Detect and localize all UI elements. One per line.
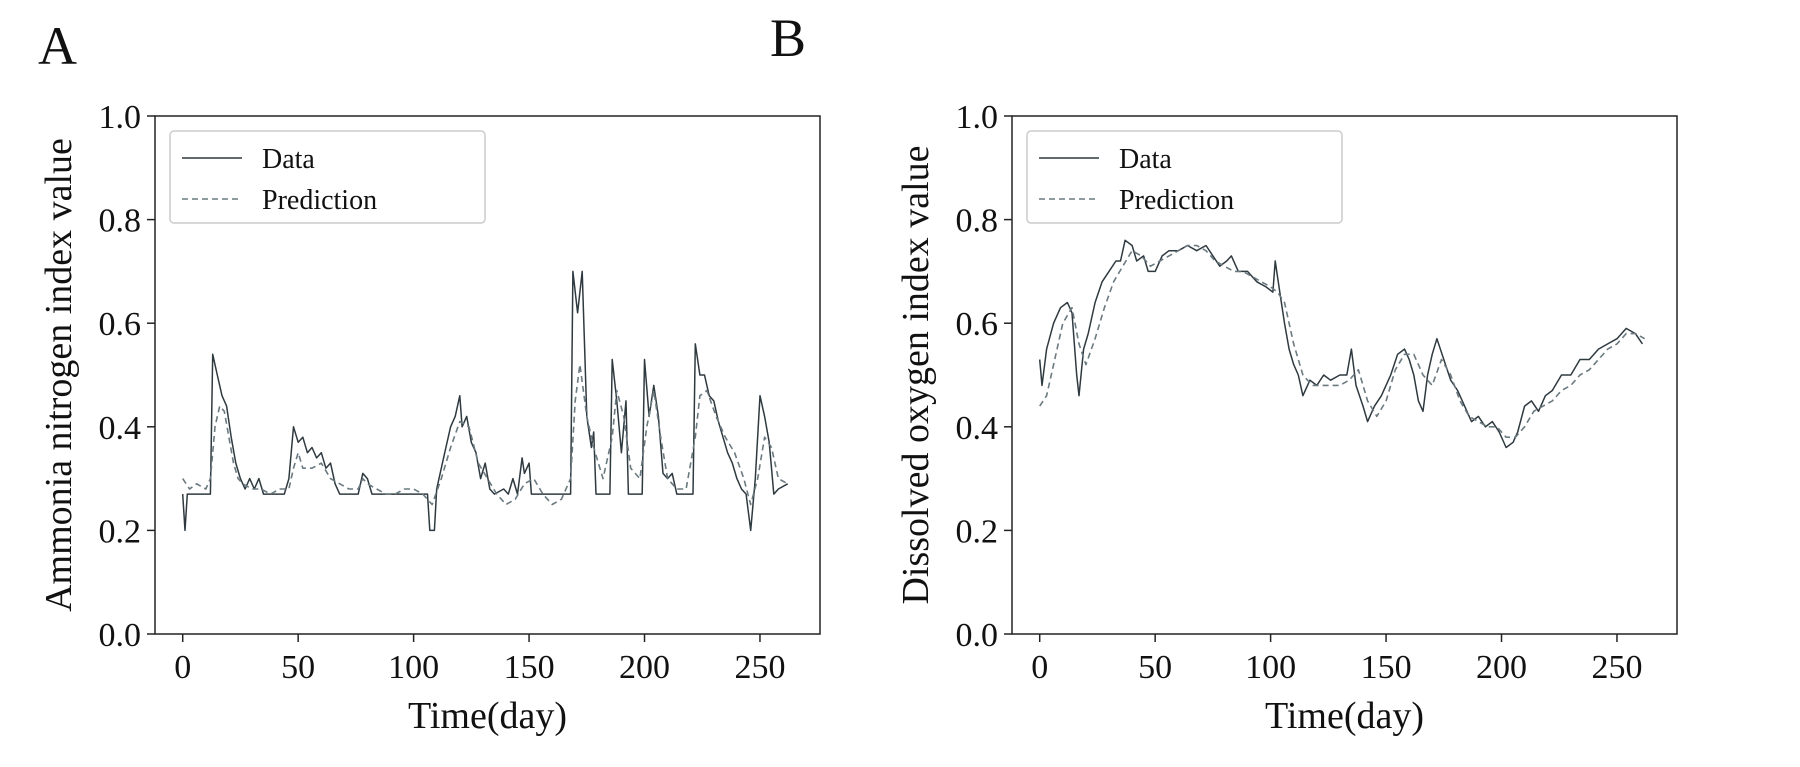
y-tick-label: 0.0	[956, 617, 999, 654]
y-tick-label: 0.6	[956, 306, 999, 343]
plot-lines-a	[181, 270, 789, 532]
panel-letter-a: A	[38, 16, 77, 76]
panel-letter-b: B	[770, 8, 806, 68]
legend-b: Data Prediction	[1026, 130, 1343, 224]
x-tick-label: 50	[281, 649, 315, 686]
panel-b: B 0 50 100 150 200 250 0.0 0.2 0.4 0.6 0.8 1.0 Data…	[770, 8, 1678, 737]
y-tick-label: 0.0	[99, 617, 142, 654]
legend-label-prediction-b: Prediction	[1119, 185, 1234, 216]
legend-box-a	[169, 130, 486, 224]
x-tick-label: 200	[1476, 649, 1527, 686]
series-line-prediction-b	[1039, 244, 1646, 438]
panel-a: A 0 50 100 150 200 250 0.0 0.2 0.4 0.6 0.8 1.0 Data…	[38, 16, 821, 737]
x-tick-label: 200	[619, 649, 670, 686]
series-line-data-b	[1038, 239, 1644, 449]
x-axis-label-b: Time(day)	[1265, 695, 1424, 737]
x-tick-label: 250	[1591, 649, 1642, 686]
x-tick-label: 250	[734, 649, 785, 686]
y-tick-label: 0.4	[956, 410, 999, 447]
x-tick-label: 0	[1031, 649, 1048, 686]
legend-box-b	[1026, 130, 1343, 224]
y-tick-label: 1.0	[956, 99, 999, 136]
y-axis-label-a: Ammonia nitrogen index value	[38, 138, 80, 612]
y-tick-label: 1.0	[99, 99, 142, 136]
x-tick-label: 150	[504, 649, 555, 686]
y-tick-label: 0.4	[99, 410, 142, 447]
x-tick-label: 150	[1361, 649, 1412, 686]
series-line-data-a	[181, 270, 789, 532]
legend-label-data-b: Data	[1119, 144, 1172, 175]
y-tick-label: 0.2	[956, 513, 999, 550]
legend-label-prediction-a: Prediction	[262, 185, 377, 216]
plot-frame-a	[154, 115, 821, 635]
plot-lines-b	[1038, 239, 1646, 449]
x-tick-label: 100	[388, 649, 439, 686]
y-axis-label-b: Dissolved oxygen index value	[895, 145, 937, 604]
y-tick-label: 0.8	[956, 203, 999, 240]
y-tick-label: 0.6	[99, 306, 142, 343]
ticks-b: 0 50 100 150 200 250 0.0 0.2 0.4 0.6 0.8 1.0	[956, 99, 1643, 686]
legend-label-data-a: Data	[262, 144, 315, 175]
plot-frame-b	[1011, 115, 1678, 635]
series-line-prediction-a	[182, 363, 789, 506]
x-tick-label: 0	[174, 649, 191, 686]
x-tick-label: 100	[1245, 649, 1296, 686]
x-tick-label: 50	[1138, 649, 1172, 686]
ticks-a: 0 50 100 150 200 250 0.0 0.2 0.4 0.6 0.8 1.0	[99, 99, 786, 686]
legend-a: Data Prediction	[169, 130, 486, 224]
y-tick-label: 0.2	[99, 513, 142, 550]
y-tick-label: 0.8	[99, 203, 142, 240]
x-axis-label-a: Time(day)	[408, 695, 567, 737]
